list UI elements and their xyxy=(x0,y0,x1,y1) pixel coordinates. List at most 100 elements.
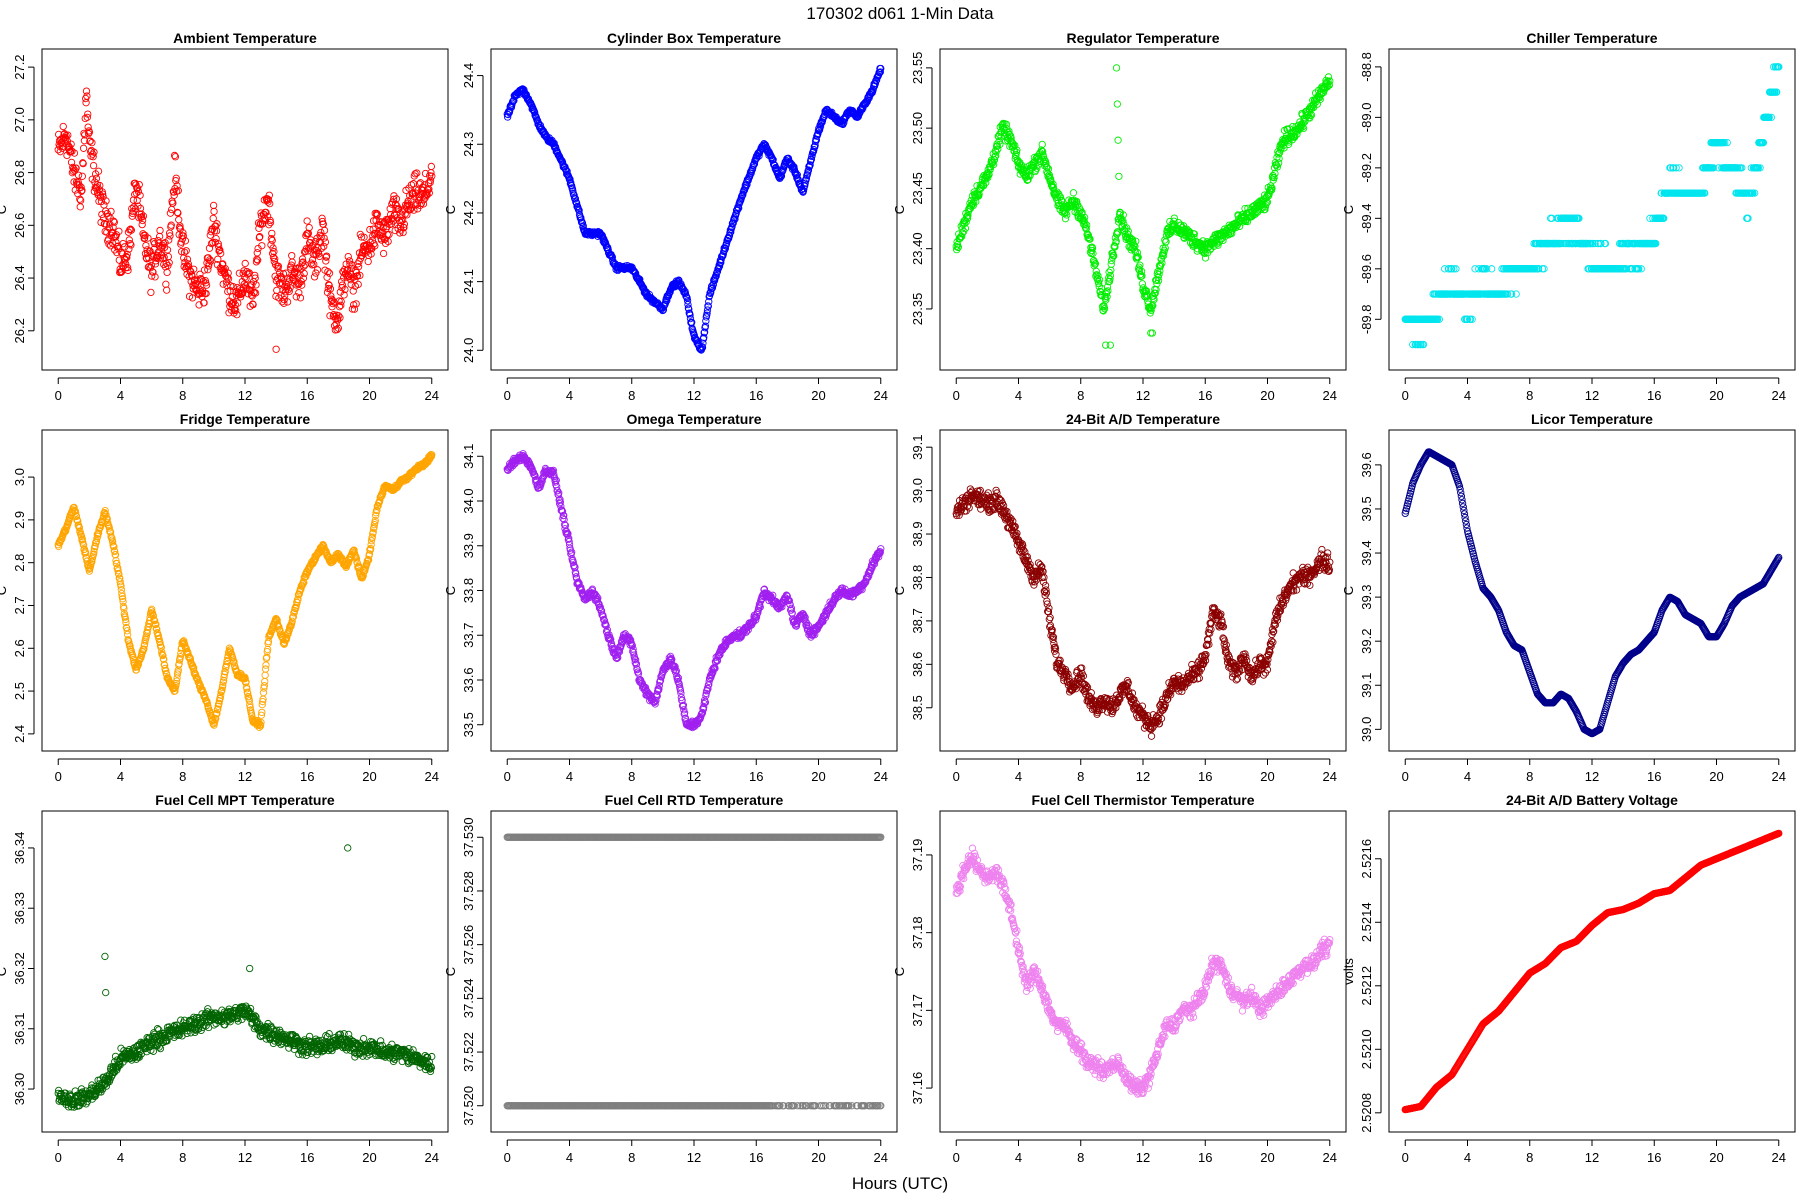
data-point xyxy=(412,201,420,209)
data-point xyxy=(235,269,244,277)
data-point xyxy=(329,299,337,308)
x-tick-label: 16 xyxy=(1647,388,1661,403)
y-tick-label: 2.9 xyxy=(12,511,27,529)
data-point xyxy=(310,273,319,281)
data-point xyxy=(285,287,293,296)
data-point xyxy=(1024,175,1032,184)
data-point xyxy=(107,207,115,216)
data-point xyxy=(327,292,335,300)
data-point xyxy=(305,223,313,232)
data-point xyxy=(788,160,796,169)
data-point xyxy=(1008,139,1016,147)
data-point xyxy=(250,288,259,296)
data-point xyxy=(268,236,276,245)
data-point xyxy=(728,223,736,231)
data-point xyxy=(170,151,179,160)
data-point xyxy=(337,301,345,309)
data-point xyxy=(334,316,342,324)
data-point xyxy=(172,174,180,182)
data-point xyxy=(155,232,164,241)
data-point xyxy=(700,333,708,342)
data-point xyxy=(196,270,204,278)
data-point xyxy=(127,226,136,234)
data-point xyxy=(84,110,92,118)
data-point xyxy=(341,285,349,294)
data-point xyxy=(163,246,172,254)
data-point xyxy=(1005,127,1013,136)
x-axis: 0 4 8 12 16 20 24 xyxy=(953,377,1337,403)
x-tick-label: 4 xyxy=(117,769,124,784)
data-point xyxy=(239,289,247,297)
x-tick-label: 24 xyxy=(1772,388,1786,403)
data-point xyxy=(295,279,303,287)
data-point xyxy=(102,197,110,205)
data-point xyxy=(146,247,154,255)
panel-title: Omega Temperature xyxy=(626,411,761,427)
data-point xyxy=(139,230,147,238)
data-point xyxy=(128,212,136,220)
data-point xyxy=(163,268,171,277)
data-point xyxy=(386,210,395,219)
data-point xyxy=(336,314,344,322)
data-point xyxy=(703,309,711,317)
y-axis: -89.8-89.6-89.4-89.2-89.0-88.8 xyxy=(1359,52,1382,334)
x-tick-label: 24 xyxy=(1323,388,1337,403)
data-point xyxy=(703,306,712,314)
data-point xyxy=(784,154,793,163)
y-tick-label: 2.6 xyxy=(12,639,27,657)
data-points xyxy=(54,87,436,353)
data-point xyxy=(333,326,341,334)
data-point xyxy=(99,190,107,198)
data-point xyxy=(681,289,690,298)
data-point xyxy=(325,281,333,290)
data-point xyxy=(876,68,884,76)
data-point xyxy=(567,178,575,187)
data-point xyxy=(135,180,143,189)
data-point xyxy=(129,207,137,216)
x-tick-label: 12 xyxy=(1585,388,1599,403)
data-point xyxy=(141,234,149,242)
data-point xyxy=(427,162,435,171)
data-point xyxy=(679,285,688,293)
data-point xyxy=(202,289,210,298)
data-point xyxy=(707,288,715,296)
data-point xyxy=(318,244,326,252)
data-point xyxy=(286,284,294,292)
data-point xyxy=(59,122,67,131)
data-point xyxy=(1002,120,1011,129)
data-point xyxy=(263,212,272,221)
data-point xyxy=(300,262,308,270)
data-point xyxy=(136,191,144,199)
data-point xyxy=(72,164,80,172)
data-point xyxy=(79,144,88,152)
data-point xyxy=(969,201,977,210)
data-point xyxy=(360,233,368,241)
data-point xyxy=(954,243,962,251)
data-point xyxy=(132,181,140,189)
x-tick-label: 0 xyxy=(504,388,511,403)
data-point xyxy=(1162,238,1170,246)
data-point xyxy=(133,184,142,192)
data-point xyxy=(253,249,261,257)
data-point xyxy=(60,130,69,138)
data-point xyxy=(335,303,344,311)
data-point xyxy=(176,222,184,230)
data-point xyxy=(89,153,97,161)
data-point xyxy=(210,207,218,216)
data-point xyxy=(120,259,128,267)
data-point xyxy=(298,281,306,289)
data-point xyxy=(320,226,329,235)
data-point xyxy=(416,179,425,187)
data-point xyxy=(317,228,325,237)
data-point xyxy=(188,294,197,302)
data-point xyxy=(288,258,296,266)
data-point xyxy=(409,180,418,188)
data-point xyxy=(239,284,248,292)
data-point xyxy=(1113,100,1121,108)
x-tick-label: 16 xyxy=(300,769,314,784)
data-point xyxy=(683,297,692,305)
data-point xyxy=(266,218,275,227)
data-point xyxy=(1115,172,1123,181)
data-point xyxy=(344,252,352,261)
